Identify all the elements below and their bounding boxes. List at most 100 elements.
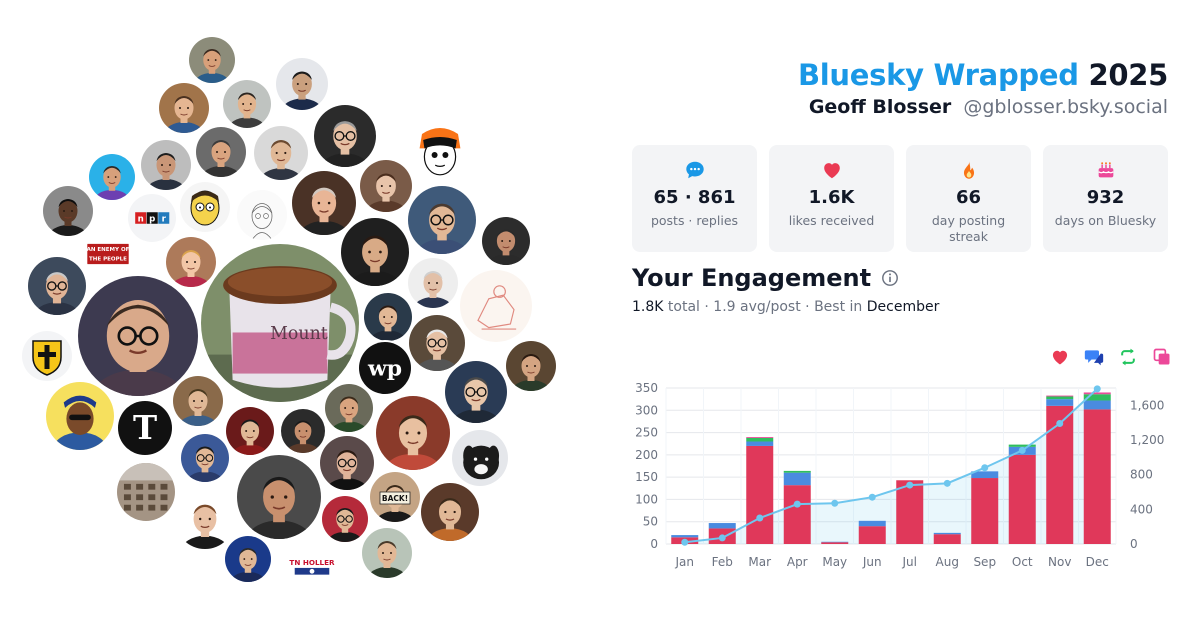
avatar-image: Mount bbox=[201, 244, 359, 402]
avatar[interactable]: Mount bbox=[199, 242, 361, 404]
avatar[interactable] bbox=[171, 374, 225, 428]
avatar[interactable] bbox=[44, 380, 116, 452]
bar-likes-may bbox=[821, 542, 849, 544]
bar-reposts-nov bbox=[1046, 396, 1074, 400]
avatar[interactable] bbox=[450, 428, 510, 488]
stat-label: posts · replies bbox=[650, 213, 739, 228]
avatar[interactable] bbox=[115, 461, 177, 523]
info-icon[interactable] bbox=[881, 269, 899, 287]
avatar[interactable] bbox=[164, 235, 218, 289]
svg-text:Mount: Mount bbox=[270, 324, 328, 344]
user-handle: @gblosser.bsky.social bbox=[963, 96, 1168, 118]
avatar[interactable] bbox=[223, 534, 273, 584]
avatar[interactable] bbox=[312, 103, 378, 169]
avatar-image bbox=[189, 37, 235, 83]
chart-legend bbox=[1050, 347, 1172, 367]
avatar[interactable] bbox=[318, 434, 376, 492]
avatar[interactable] bbox=[323, 382, 375, 434]
y-tick-label: 50 bbox=[643, 515, 658, 529]
x-tick-label: Sep bbox=[973, 555, 996, 569]
cake-icon bbox=[1043, 159, 1168, 181]
avatar-image bbox=[506, 341, 556, 391]
avatar[interactable] bbox=[279, 407, 327, 455]
avatar[interactable] bbox=[224, 405, 276, 457]
avatar[interactable] bbox=[407, 313, 467, 373]
avatar-image bbox=[43, 186, 93, 236]
bar-reposts-mar bbox=[746, 437, 774, 442]
avatar[interactable] bbox=[173, 487, 237, 551]
avatar[interactable] bbox=[320, 494, 370, 544]
avatar[interactable] bbox=[139, 138, 193, 192]
cumulative-point-may bbox=[831, 499, 839, 507]
avatar[interactable]: AN ENEMY OF THE PEOPLE bbox=[83, 229, 133, 279]
avatar[interactable] bbox=[41, 184, 95, 238]
stat-card-days: 932 days on Bluesky bbox=[1043, 145, 1168, 252]
avatar[interactable] bbox=[458, 268, 534, 344]
legend-heart-icon[interactable] bbox=[1050, 347, 1070, 367]
avatar[interactable] bbox=[408, 120, 472, 184]
avatar[interactable] bbox=[235, 453, 323, 541]
avatar-image bbox=[46, 382, 114, 450]
avatar[interactable] bbox=[76, 274, 200, 398]
avatar[interactable] bbox=[406, 184, 478, 256]
y2-tick-label: 0 bbox=[1130, 537, 1138, 551]
avatar[interactable] bbox=[362, 291, 414, 343]
legend-repost-icon[interactable] bbox=[1118, 347, 1138, 367]
engagement-total-label: total bbox=[667, 299, 700, 315]
bar-reposts-apr bbox=[783, 470, 811, 473]
engagement-best-month: December bbox=[866, 299, 940, 315]
legend-reply-icon[interactable] bbox=[1084, 347, 1104, 367]
avatar[interactable] bbox=[252, 124, 310, 182]
x-tick-label: Jul bbox=[902, 555, 917, 569]
x-tick-label: Nov bbox=[1048, 555, 1071, 569]
avatar[interactable]: BACK! bbox=[368, 470, 422, 524]
avatar[interactable] bbox=[221, 78, 273, 130]
stat-label: likes received bbox=[788, 213, 875, 228]
avatar[interactable] bbox=[235, 188, 289, 242]
x-tick-label: Jan bbox=[675, 555, 695, 569]
stat-card-posts: 65 · 861 posts · replies bbox=[632, 145, 757, 252]
stats-row: 65 · 861 posts · replies 1.6K likes rece… bbox=[632, 145, 1168, 252]
avatar[interactable] bbox=[87, 152, 137, 202]
avatar-image bbox=[421, 483, 479, 541]
avatar[interactable] bbox=[443, 359, 509, 425]
avatar[interactable] bbox=[339, 216, 411, 288]
x-tick-label: Apr bbox=[787, 555, 808, 569]
cumulative-point-jan bbox=[681, 538, 689, 546]
legend-quote-icon[interactable] bbox=[1152, 347, 1172, 367]
bar-likes-mar bbox=[746, 445, 774, 544]
avatar[interactable] bbox=[480, 215, 532, 267]
avatar-image bbox=[181, 434, 229, 482]
avatar[interactable] bbox=[157, 81, 211, 135]
avatar[interactable] bbox=[360, 526, 414, 580]
avatar[interactable]: T bbox=[116, 399, 174, 457]
avatar-image bbox=[410, 122, 470, 182]
avatar[interactable] bbox=[194, 125, 248, 179]
cumulative-point-nov bbox=[1056, 420, 1064, 428]
avatar[interactable] bbox=[374, 394, 452, 472]
avatar[interactable] bbox=[26, 255, 88, 317]
x-tick-label: Dec bbox=[1086, 555, 1109, 569]
avatar[interactable] bbox=[406, 256, 460, 310]
avatar[interactable] bbox=[179, 432, 231, 484]
engagement-chart: 0 50 100 150 200 250 300 350 0 400 800 1,200 1,600 Ja… bbox=[635, 381, 1164, 569]
cumulative-point-sep bbox=[981, 464, 989, 472]
avatar[interactable] bbox=[419, 481, 481, 543]
avatar[interactable] bbox=[358, 158, 414, 214]
svg-text:THE PEOPLE: THE PEOPLE bbox=[89, 256, 127, 262]
avatar[interactable]: TN HOLLER bbox=[286, 540, 338, 592]
avatar[interactable]: wp bbox=[357, 340, 413, 396]
page-title: Bluesky Wrapped 2025 bbox=[798, 56, 1168, 94]
x-tick-label: Feb bbox=[712, 555, 733, 569]
heart-icon bbox=[769, 159, 894, 181]
avatar[interactable] bbox=[178, 180, 232, 234]
avatar-image bbox=[320, 436, 374, 490]
avatar[interactable] bbox=[20, 329, 74, 383]
engagement-title-text: Your Engagement bbox=[632, 264, 872, 292]
y-tick-label: 250 bbox=[635, 426, 658, 440]
avatar[interactable] bbox=[290, 169, 358, 237]
avatar[interactable] bbox=[504, 339, 558, 393]
avatar[interactable] bbox=[187, 35, 237, 85]
avatar[interactable] bbox=[274, 56, 330, 112]
